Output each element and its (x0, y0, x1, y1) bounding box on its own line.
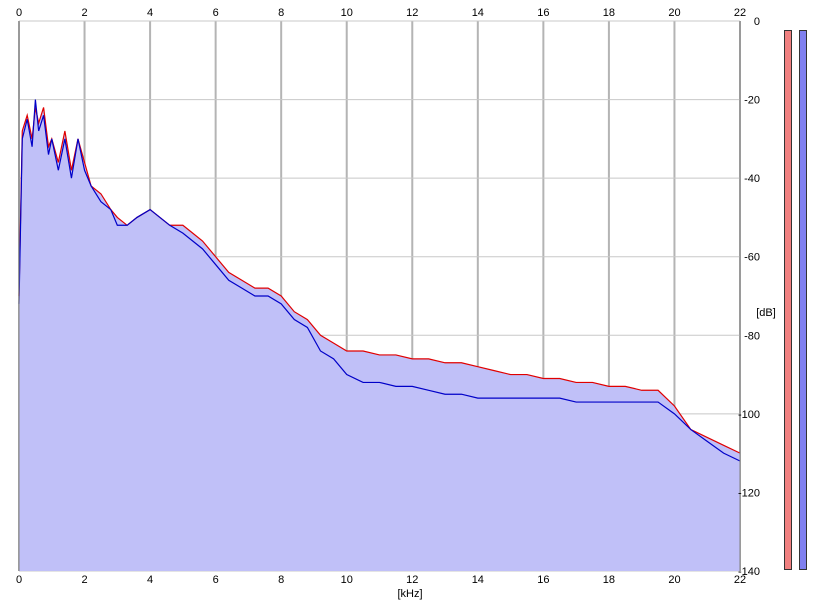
y-axis-unit-label: [dB] (756, 307, 776, 319)
x-tick-label-top: 12 (406, 7, 418, 19)
x-tick-label-bottom: 16 (537, 574, 549, 586)
y-tick-label: -40 (744, 173, 760, 185)
y-tick-label: -80 (744, 330, 760, 342)
x-tick-label-bottom: 0 (16, 574, 22, 586)
spectrum-lines (18, 99, 741, 462)
x-tick-label-bottom: 4 (147, 574, 153, 586)
y-tick-label: -100 (738, 409, 760, 421)
x-tick-label-bottom: 18 (603, 574, 615, 586)
x-tick-label-bottom: 20 (668, 574, 680, 586)
x-tick-label-top: 16 (537, 7, 549, 19)
spectrum-fill (19, 99, 740, 572)
right-channel-meter (799, 30, 807, 570)
x-tick-label-top: 0 (16, 7, 22, 19)
y-tick-label: -140 (738, 566, 760, 578)
y-tick-label: 0 (754, 16, 760, 28)
x-ticks-top: 0 2 4 6 8 10 12 14 16 18 20 22 (16, 7, 746, 19)
x-tick-label-top: 22 (734, 7, 746, 19)
x-tick-label-bottom: 22 (734, 574, 746, 586)
x-ticks-bottom: 0 2 4 6 8 10 12 14 16 18 20 22 (16, 574, 746, 586)
x-tick-label-top: 10 (341, 7, 353, 19)
x-tick-label-top: 8 (278, 7, 284, 19)
y-tick-label: -120 (738, 487, 760, 499)
plot-frame (18, 21, 741, 571)
y-ticks: 0 -20 -40 -60 -80 -100 -120 -140 (738, 16, 760, 578)
y-tick-label: -60 (744, 252, 760, 264)
x-tick-label-top: 20 (668, 7, 680, 19)
x-tick-label-bottom: 10 (341, 574, 353, 586)
area-fill (19, 99, 740, 572)
x-tick-label-bottom: 2 (81, 574, 87, 586)
x-tick-label-bottom: 8 (278, 574, 284, 586)
series-line-1 (18, 99, 741, 462)
left-channel-meter (784, 30, 792, 570)
x-tick-label-bottom: 12 (406, 574, 418, 586)
x-axis-unit-label: [kHz] (397, 588, 422, 600)
x-tick-label-top: 18 (603, 7, 615, 19)
x-tick-label-top: 6 (213, 7, 219, 19)
x-tick-label-top: 2 (81, 7, 87, 19)
y-tick-label: -20 (744, 95, 760, 107)
x-tick-label-bottom: 6 (213, 574, 219, 586)
x-tick-label-bottom: 14 (472, 574, 484, 586)
series-line-0 (18, 107, 741, 454)
x-tick-label-top: 4 (147, 7, 153, 19)
x-tick-label-top: 14 (472, 7, 484, 19)
